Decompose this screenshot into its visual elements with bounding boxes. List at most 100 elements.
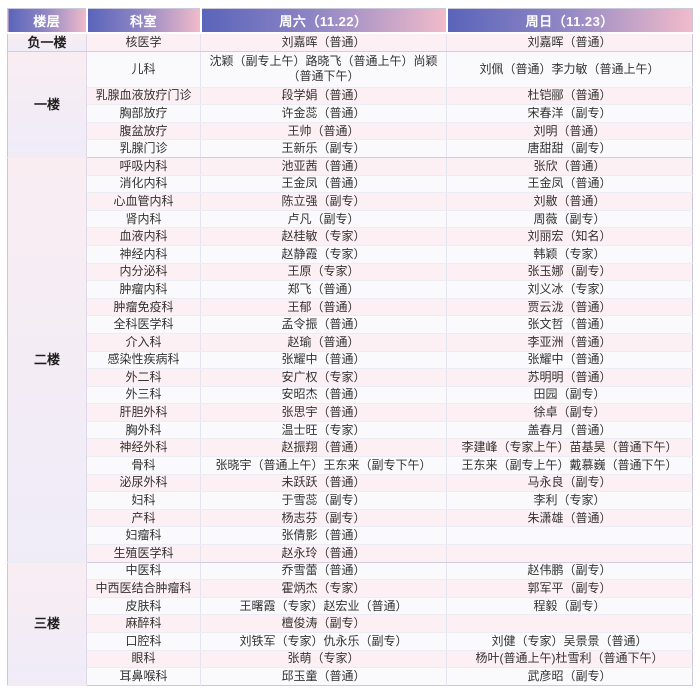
department-cell: 呼吸内科 (86, 157, 201, 176)
saturday-cell: 王曙霞（专家）赵宏业（普通） (200, 597, 447, 616)
table-row: 乳腺门诊 王新乐（副专） 唐甜甜（副专） (8, 139, 693, 158)
sunday-cell (446, 614, 693, 633)
table-row: 腹盆放疗 王帅（普通） 刘明（普通） (8, 122, 693, 141)
table-row: 胸部放疗 许金蕊（普通） 宋春洋（副专） (8, 104, 693, 123)
floor-label: 二楼 (7, 157, 87, 563)
sunday-cell (446, 526, 693, 546)
sunday-cell: 田园（副专） (446, 386, 693, 405)
sunday-cell: 贾云泷（普通） (446, 298, 693, 317)
department-cell: 肝胆外科 (86, 403, 201, 422)
saturday-cell: 乔雪蕾（普通） (200, 562, 447, 581)
table-row: 眼科 张萌（专家） 杨叶(普通上午)杜雪利（普通下午） (8, 650, 693, 669)
table-row: 胸外科 温士旺（专家） 盖春月（普通） (8, 421, 693, 440)
sunday-cell: 刘敭（普通） (446, 192, 693, 211)
department-cell: 泌尿外科 (86, 474, 201, 493)
sunday-cell: 李建峰（专家上午）苗基昊（普通下午） (446, 438, 693, 458)
table-row: 中西医结合肿瘤科 霍炳杰（专家） 郭军平（副专） (8, 579, 693, 598)
table-row: 皮肤科 王曙霞（专家）赵宏业（普通） 程毅（副专） (8, 597, 693, 616)
department-cell: 感染性疾病科 (86, 351, 201, 370)
floor-label: 三楼 (7, 562, 87, 686)
department-cell: 肿瘤免疫科 (86, 298, 201, 317)
department-cell: 皮肤科 (86, 597, 201, 616)
sunday-cell: 张文哲（普通） (446, 315, 693, 334)
table-row: 血液内科 赵桂敏（专家） 刘丽宏（知名） (8, 227, 693, 246)
table-row: 乳腺血液放疗门诊 段学娟（普通） 杜铠郦（普通） (8, 87, 693, 106)
table-row: 神经外科 赵振翔（普通） 李建峰（专家上午）苗基昊（普通下午） (8, 438, 693, 458)
department-cell: 介入科 (86, 333, 201, 352)
sunday-cell: 苏明明（普通） (446, 368, 693, 387)
saturday-cell: 孟令振（普通） (200, 315, 447, 334)
table-row: 肾内科 卢凡（副专） 周薇（副专） (8, 210, 693, 229)
department-cell: 肾内科 (86, 210, 201, 229)
saturday-cell: 未跃跃（普通） (200, 474, 447, 493)
sunday-cell: 刘嘉晖（普通） (446, 33, 693, 52)
sunday-cell (446, 544, 693, 563)
sunday-cell: 杜铠郦（普通） (446, 87, 693, 106)
schedule-table-body: 负一楼 核医学 刘嘉晖（普通） 刘嘉晖（普通） 一楼 儿科 沈颖（副专上午）路晓飞（普通上午… (7, 33, 693, 686)
header-saturday: 周六（11.22） (200, 8, 448, 34)
sunday-cell: 李亚洲（普通） (446, 333, 693, 352)
table-row: 介入科 赵瑜（普通） 李亚洲（普通） (8, 333, 693, 352)
saturday-cell: 温士旺（专家） (200, 421, 447, 440)
sunday-cell: 王东来（副专上午）戴慕巍（普通下午） (446, 456, 693, 475)
department-cell: 胸外科 (86, 421, 201, 440)
department-cell: 内分泌科 (86, 263, 201, 282)
saturday-cell: 王金凤（普通） (200, 175, 447, 194)
saturday-cell: 王帅（普通） (200, 122, 447, 141)
table-row: 一楼 儿科 沈颖（副专上午）路晓飞（普通上午）尚颖（普通下午） 刘佩（普通）李力敏（普… (7, 51, 693, 158)
saturday-cell: 张思宇（普通） (200, 403, 447, 422)
saturday-cell: 王郁（普通） (200, 298, 447, 317)
department-cell: 耳鼻喉科 (86, 667, 201, 686)
table-row: 二楼 呼吸内科 池亚茜（普通） 张欣（普通） (7, 157, 693, 563)
sunday-cell: 宋春洋（副专） (446, 104, 693, 123)
saturday-cell: 沈颖（副专上午）路晓飞（普通上午）尚颖（普通下午） (200, 51, 447, 88)
department-cell: 外三科 (86, 386, 201, 405)
department-cell: 骨科 (86, 456, 201, 475)
table-row: 神经内科 赵静霞（专家） 韩颖（专家） (8, 245, 693, 264)
table-row: 妇科 于雪蕊（副专） 李利（专家） (8, 491, 693, 510)
department-cell: 外二科 (86, 368, 201, 387)
table-row: 肿瘤免疫科 王郁（普通） 贾云泷（普通） (8, 298, 693, 317)
department-cell: 口腔科 (86, 632, 201, 651)
saturday-cell: 檀俊涛（副专） (200, 614, 447, 633)
header-floor: 楼层 (7, 8, 88, 34)
saturday-cell: 张耀中（普通） (200, 351, 447, 370)
department-cell: 妇科 (86, 491, 201, 510)
sunday-cell: 刘丽宏（知名） (446, 227, 693, 246)
saturday-cell: 赵桂敏（专家） (200, 227, 447, 246)
department-cell: 生殖医学科 (86, 544, 201, 563)
table-row: 心血管内科 陈立强（副专） 刘敭（普通） (8, 192, 693, 211)
sunday-cell: 徐卓（副专） (446, 403, 693, 422)
table-row: 产科 杨志芬（副专） 朱潇雄（普通） (8, 509, 693, 528)
department-cell: 乳腺血液放疗门诊 (86, 87, 201, 106)
saturday-cell: 王新乐（副专） (200, 139, 447, 158)
saturday-cell: 张倩影（普通） (200, 526, 447, 546)
weekend-schedule-table: 楼层 科室 周六（11.22） 周日（11.23） 负一楼 核医学 刘嘉晖（普通）刘… (7, 8, 693, 686)
saturday-cell: 霍炳杰（专家） (200, 579, 447, 598)
saturday-cell: 张晓宇（普通上午）王东来（副专下午） (200, 456, 447, 475)
sunday-cell: 唐甜甜（副专） (446, 139, 693, 158)
table-row: 肝胆外科 张思宇（普通） 徐卓（副专） (8, 403, 693, 422)
department-cell: 血液内科 (86, 227, 201, 246)
saturday-cell: 杨志芬（副专） (200, 509, 447, 528)
department-cell: 全科医学科 (86, 315, 201, 334)
sunday-cell: 刘义冰（专家） (446, 280, 693, 299)
department-cell: 腹盆放疗 (86, 122, 201, 141)
sunday-cell: 郭军平（副专） (446, 579, 693, 598)
saturday-cell: 段学娟（普通） (200, 87, 447, 106)
table-row: 耳鼻喉科 邱玉童（普通） 武彦昭（副专） (8, 667, 693, 686)
department-cell: 麻醉科 (86, 614, 201, 633)
department-cell: 中医科 (86, 562, 201, 581)
saturday-cell: 郑飞（普通） (200, 280, 447, 299)
saturday-cell: 张萌（专家） (200, 650, 447, 669)
sunday-cell: 韩颖（专家） (446, 245, 693, 264)
sunday-cell: 张耀中（普通） (446, 351, 693, 370)
sunday-cell: 刘佩（普通）李力敏（普通上午） (446, 51, 693, 88)
sunday-cell: 杨叶(普通上午)杜雪利（普通下午） (446, 650, 693, 669)
table-row: 肿瘤内科 郑飞（普通） 刘义冰（专家） (8, 280, 693, 299)
saturday-cell: 赵静霞（专家） (200, 245, 447, 264)
sunday-cell: 程毅（副专） (446, 597, 693, 616)
table-row: 骨科 张晓宇（普通上午）王东来（副专下午） 王东来（副专上午）戴慕巍（普通下午） (8, 456, 693, 475)
department-cell: 消化内科 (86, 175, 201, 194)
sunday-cell: 朱潇雄（普通） (446, 509, 693, 528)
